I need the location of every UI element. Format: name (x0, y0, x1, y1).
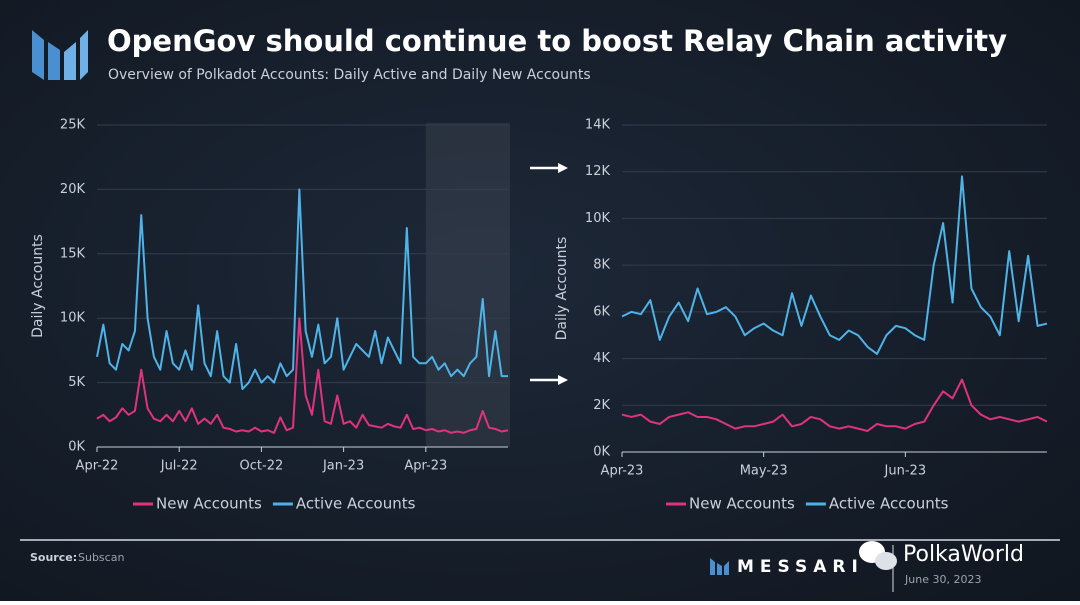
y-tick-label: 12K (585, 164, 611, 179)
legend-label: New Accounts (156, 495, 262, 513)
watermark: PolkaWorld (903, 542, 1024, 567)
series-line (96, 317, 509, 434)
source: Subscan (78, 551, 124, 564)
x-tick-label: Oct-22 (240, 459, 284, 474)
date: June 30, 2023 (904, 573, 981, 586)
highlight-region (425, 123, 510, 447)
y-tick-label: 14K (585, 118, 611, 133)
series-line (96, 188, 508, 391)
legend-label: Active Accounts (829, 495, 949, 513)
legend-label: New Accounts (689, 495, 795, 513)
series-line (621, 175, 1048, 355)
x-tick-label: May-23 (740, 464, 788, 479)
source-label: Source: (30, 551, 77, 564)
brand: MESSARI (737, 557, 864, 577)
series-line (621, 378, 1048, 432)
x-tick-label: Apr-23 (601, 464, 644, 479)
y-tick-label: 10K (585, 211, 611, 226)
y-tick-label: 10K (60, 311, 86, 326)
title: OpenGov should continue to boost Relay C… (107, 24, 1007, 58)
y-tick-label: 0K (68, 440, 85, 455)
y-tick-label: 5K (68, 375, 85, 390)
y-tick-label: 2K (593, 398, 610, 413)
legend-label: Active Accounts (296, 495, 416, 513)
y-tick-label: 8K (593, 258, 610, 273)
arrows (530, 163, 568, 385)
y-tick-label: 15K (60, 246, 86, 261)
x-tick-label: Apr-22 (76, 459, 119, 474)
x-tick-label: Jan-23 (322, 459, 364, 474)
brand-mark (710, 558, 729, 575)
y-tick-label: 6K (593, 304, 610, 319)
watermark-icon (859, 541, 897, 570)
y-axis-label: Daily Accounts (554, 237, 570, 341)
logo (32, 30, 88, 80)
y-tick-label: 0K (593, 445, 610, 460)
y-tick-label: 4K (593, 351, 610, 366)
subtitle: Overview of Polkadot Accounts: Daily Act… (108, 67, 591, 83)
y-tick-label: 25K (60, 118, 86, 133)
x-tick-label: Jul-22 (160, 459, 198, 474)
y-tick-label: 20K (60, 182, 86, 197)
x-tick-label: Apr-23 (404, 459, 447, 474)
y-axis-label: Daily Accounts (30, 234, 46, 338)
x-tick-label: Jun-23 (884, 464, 927, 479)
